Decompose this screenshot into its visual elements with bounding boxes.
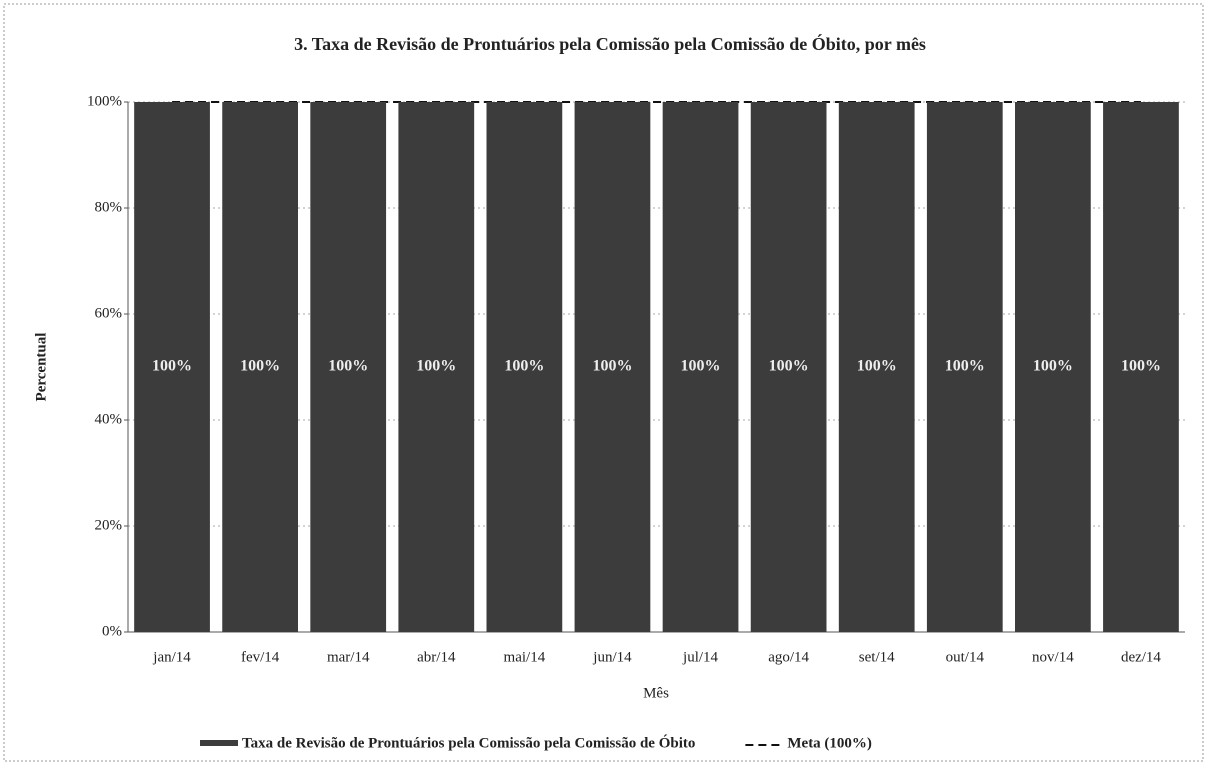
x-tick-label: nov/14 [1032, 649, 1074, 665]
bar [1103, 102, 1179, 632]
x-tick-label: ago/14 [768, 649, 809, 665]
data-label: 100% [416, 358, 456, 375]
bar [838, 102, 915, 632]
x-tick-label: mai/14 [504, 649, 546, 665]
x-tick-label: dez/14 [1121, 649, 1161, 665]
data-label: 100% [945, 358, 985, 375]
bar [134, 102, 210, 632]
data-label: 100% [1121, 358, 1161, 375]
legend-swatch [200, 740, 238, 746]
bar [310, 102, 387, 632]
data-label: 100% [504, 358, 544, 375]
y-tick-label: 0% [102, 623, 122, 639]
bar [662, 102, 739, 632]
y-tick-label: 60% [95, 305, 123, 321]
x-tick-label: set/14 [859, 649, 895, 665]
y-tick-label: 80% [95, 199, 123, 215]
x-axis-label: Mês [643, 685, 669, 701]
chart-title: 3. Taxa de Revisão de Prontuários pela C… [294, 33, 926, 54]
bar [486, 102, 563, 632]
x-tick-label: out/14 [946, 649, 985, 665]
data-label: 100% [681, 358, 721, 375]
data-label: 100% [152, 358, 192, 375]
legend-label: Taxa de Revisão de Prontuários pela Comi… [242, 734, 695, 751]
data-label: 100% [592, 358, 632, 375]
legend-label: Meta (100%) [787, 735, 872, 751]
x-tick-label: mar/14 [327, 649, 370, 665]
x-tick-label: fev/14 [241, 649, 280, 665]
data-label: 100% [857, 358, 897, 375]
y-tick-label: 20% [95, 517, 123, 533]
bar [398, 102, 475, 632]
x-tick-label: jan/14 [152, 649, 191, 665]
data-label: 100% [328, 358, 368, 375]
bar [574, 102, 651, 632]
bar [750, 102, 827, 632]
x-tick-label: jul/14 [682, 649, 719, 665]
y-tick-label: 40% [95, 411, 123, 427]
data-label: 100% [769, 358, 809, 375]
y-tick-label: 100% [87, 93, 122, 109]
bar [1014, 102, 1091, 632]
y-axis-label: Percentual [33, 333, 49, 402]
data-label: 100% [1033, 358, 1073, 375]
bar [926, 102, 1003, 632]
x-tick-label: abr/14 [417, 649, 456, 665]
x-tick-label: jun/14 [592, 649, 632, 665]
bar [222, 102, 299, 632]
data-label: 100% [240, 358, 280, 375]
